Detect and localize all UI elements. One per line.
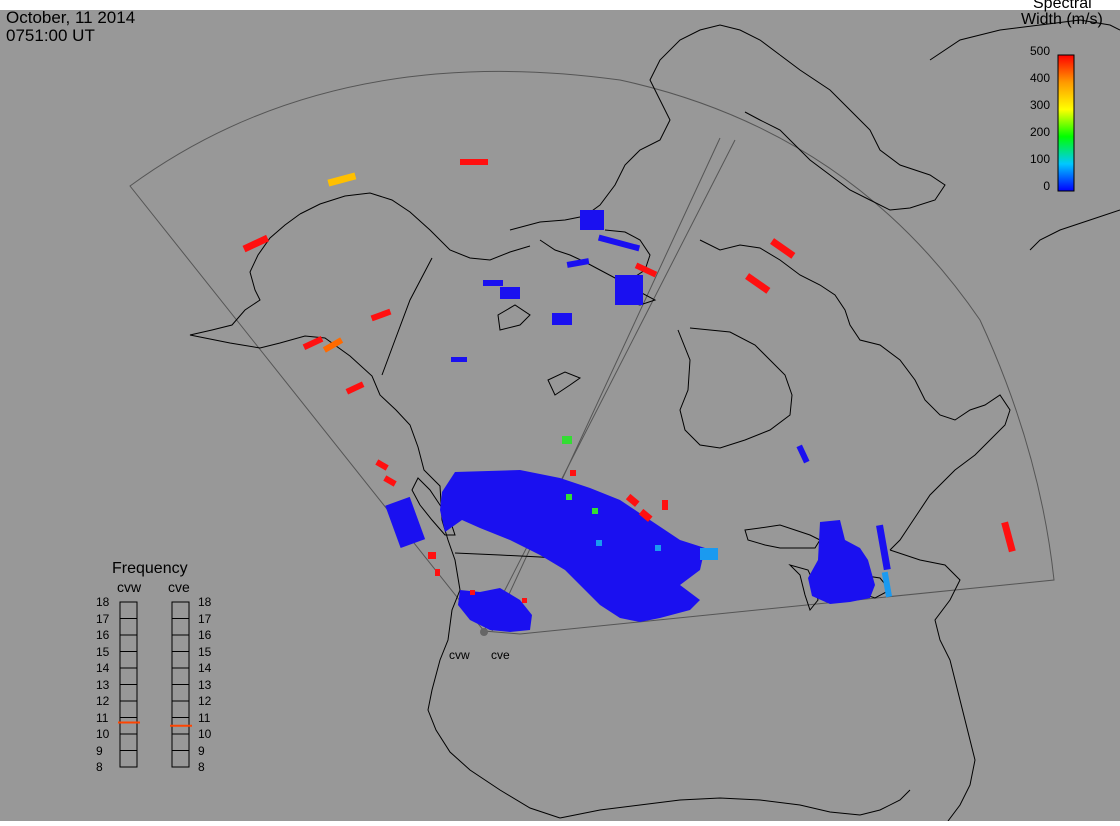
frequency-tick-left: 15 xyxy=(96,644,110,659)
frequency-tick-right: 16 xyxy=(198,628,212,642)
frequency-tick-right: 11 xyxy=(198,710,211,725)
echo-cell-red xyxy=(435,569,440,576)
echo-cell-red xyxy=(345,381,365,395)
echo-cell xyxy=(483,280,503,286)
frequency-tick-left: 12 xyxy=(96,694,110,708)
frequency-radar-cve: cve xyxy=(168,579,190,595)
colorbar-tick: 200 xyxy=(1029,125,1050,139)
echo-cell xyxy=(580,210,604,230)
echo-cell-red xyxy=(1001,521,1016,553)
echo-cell-green xyxy=(592,508,598,514)
echo-cell xyxy=(566,258,590,268)
legend-title-line2: Width (m/s) xyxy=(1021,11,1103,28)
echo-cell-red xyxy=(634,262,658,278)
echo-cell xyxy=(615,275,643,305)
frequency-tick-right: 8 xyxy=(198,760,205,774)
frequency-box xyxy=(171,750,190,768)
frequency-box xyxy=(119,750,138,768)
echo-cell-red xyxy=(460,159,488,165)
echo-cells xyxy=(242,159,1016,632)
echo-cell xyxy=(881,571,893,598)
echo-cell-red xyxy=(383,475,397,487)
frequency-tick-right: 14 xyxy=(198,661,212,675)
radar-label-cvw: cvw xyxy=(449,648,470,662)
date-label: October, 11 2014 xyxy=(6,8,136,27)
colorbar-tick: 100 xyxy=(1029,152,1050,166)
echo-cell xyxy=(796,444,810,464)
echo-cell xyxy=(451,357,467,362)
frequency-tick-left: 16 xyxy=(96,628,110,642)
time-label: 0751:00 UT xyxy=(6,26,95,45)
frequency-tick-right: 13 xyxy=(198,677,212,692)
frequency-tick-right: 12 xyxy=(198,694,212,708)
echo-cell xyxy=(597,234,641,252)
frequency-tick-right: 18 xyxy=(198,595,212,609)
echo-cell-lightblue xyxy=(596,540,602,546)
frequency-tick-right: 15 xyxy=(198,644,212,659)
echo-cell-orange xyxy=(322,337,344,353)
radar-site-marker xyxy=(480,628,488,636)
frequency-tick-left: 10 xyxy=(96,727,110,741)
frequency-tick-left: 8 xyxy=(96,760,103,774)
echo-cell-red xyxy=(375,459,389,471)
frequency-tick-right: 17 xyxy=(198,611,212,626)
echo-cell-red xyxy=(470,590,475,595)
echo-region-east xyxy=(808,520,875,604)
colorbar-tick: 400 xyxy=(1029,71,1050,85)
frequency-tick-left: 14 xyxy=(96,661,110,675)
colorbar-tick: 0 xyxy=(1043,179,1050,193)
frequency-tick-left: 13 xyxy=(96,677,110,692)
map-background xyxy=(0,10,1120,821)
echo-cell xyxy=(500,287,520,299)
echo-cell-red xyxy=(638,508,653,522)
echo-cell-red xyxy=(625,493,640,507)
echo-cell xyxy=(552,313,572,325)
echo-cell-red xyxy=(522,598,527,603)
echo-cell-red xyxy=(570,470,576,476)
echo-cell-green xyxy=(562,436,572,444)
frequency-radar-cvw: cvw xyxy=(117,579,142,595)
beam-boundary-left xyxy=(483,139,736,632)
frequency-tick-right: 10 xyxy=(198,727,212,741)
echo-cell-red xyxy=(242,234,270,253)
echo-cell-red xyxy=(770,238,796,259)
colorbar-tick: 500 xyxy=(1029,44,1050,58)
frequency-tick-left: 11 xyxy=(96,710,109,725)
legend-title-line1: Spectral xyxy=(1033,0,1092,12)
echo-cell-yellow xyxy=(327,172,357,187)
frequency-tick-left: 9 xyxy=(96,743,103,758)
echo-cell-lightblue xyxy=(700,548,718,560)
frequency-tick-left: 17 xyxy=(96,611,110,626)
colorbar-tick: 300 xyxy=(1029,98,1050,112)
frequency-title: Frequency xyxy=(112,560,188,577)
echo-cell-red xyxy=(745,273,771,294)
echo-region-local xyxy=(458,588,532,632)
echo-cell-red xyxy=(302,336,324,350)
echo-cell-red xyxy=(370,308,392,322)
echo-cell xyxy=(385,496,426,549)
echo-cell-red xyxy=(428,552,436,559)
echo-cell xyxy=(876,524,891,571)
echo-cell-lightblue xyxy=(655,545,661,551)
radar-label-cve: cve xyxy=(491,648,510,662)
frequency-tick-left: 18 xyxy=(96,595,110,609)
echo-cell-red xyxy=(662,500,668,510)
frequency-tick-right: 9 xyxy=(198,743,205,758)
echo-cell-green xyxy=(566,494,572,500)
frequency-boxes xyxy=(119,601,190,768)
echo-region-main xyxy=(440,470,705,622)
colorbar xyxy=(1057,54,1075,192)
